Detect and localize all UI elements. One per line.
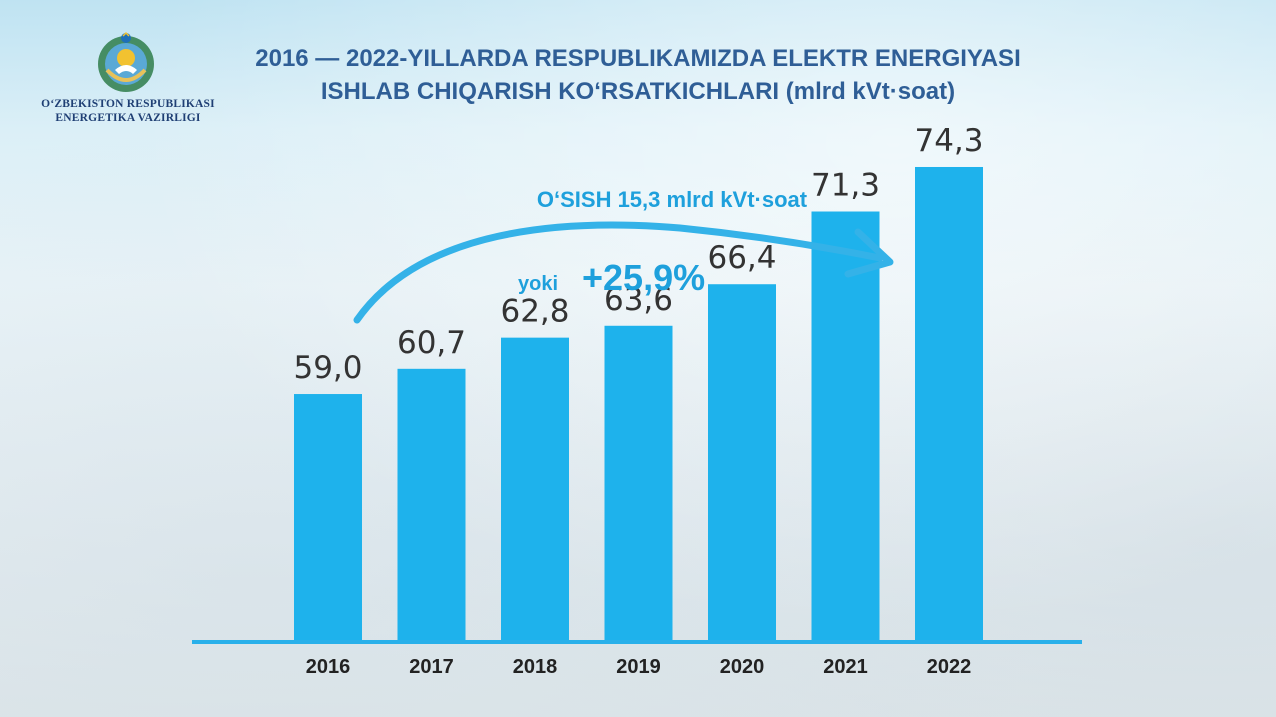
year-label-2019: 2019: [616, 656, 661, 678]
value-label-2016: 59,0: [293, 350, 362, 386]
bar-2016: [294, 394, 362, 640]
value-label-2021: 71,3: [811, 168, 880, 204]
chart-title: 2016 — 2022-YILLARDA RESPUBLIKAMIZDA ELE…: [200, 42, 1076, 108]
year-label-2020: 2020: [720, 656, 765, 678]
year-label-2017: 2017: [409, 656, 454, 678]
title-line-1: 2016 — 2022-YILLARDA RESPUBLIKAMIZDA ELE…: [255, 45, 1021, 72]
bar-2020: [708, 284, 776, 640]
ministry-line-2: ENERGETIKA VAZIRLIGI: [55, 112, 201, 124]
year-label-2021: 2021: [823, 656, 868, 678]
state-emblem-icon: [98, 31, 154, 92]
growth-or-text: yoki: [518, 273, 558, 295]
value-label-2017: 60,7: [397, 325, 466, 361]
value-labels-group: 59,0 60,7 62,8 63,6 66,4 71,3 74,3: [293, 123, 983, 386]
bar-2017: [397, 368, 466, 640]
growth-arrow: [353, 221, 884, 324]
year-labels-group: 2016 2017 2018 2019 2020 2021 2022: [306, 656, 972, 678]
ministry-line-1: O‘ZBEKISTON RESPUBLIKASI: [41, 98, 215, 110]
growth-amount-text: O‘SISH 15,3 mlrd kVt·soat: [537, 187, 808, 212]
ministry-name: O‘ZBEKISTON RESPUBLIKASI ENERGETIKA VAZI…: [30, 97, 226, 125]
growth-arrow-head: [844, 228, 894, 278]
title-line-2: ISHLAB CHIQARISH KO‘RSATKICHLARI (mlrd k…: [320, 78, 956, 105]
baseline: [192, 640, 1082, 644]
growth-percent-text: +25,9%: [582, 257, 705, 298]
bar-2022: [915, 166, 983, 640]
year-label-2022: 2022: [927, 656, 972, 678]
value-label-2019: 63,6: [604, 282, 673, 318]
value-label-2020: 66,4: [707, 240, 776, 276]
bar-2019: [604, 325, 673, 640]
value-label-2022: 74,3: [914, 123, 983, 159]
year-label-2018: 2018: [513, 656, 558, 678]
value-label-2018: 62,8: [500, 294, 569, 330]
bar-2021: [811, 211, 880, 640]
bar-2018: [501, 337, 569, 640]
year-label-2016: 2016: [306, 656, 351, 678]
bars-group: [294, 166, 983, 640]
